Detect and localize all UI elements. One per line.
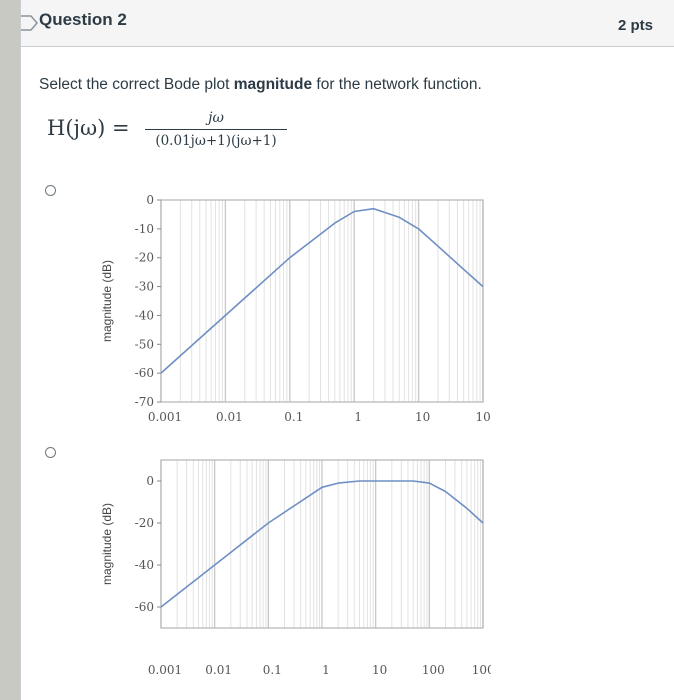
formula-numerator: jω (208, 110, 224, 126)
question-prompt: Select the correct Bode plot magnitude f… (39, 76, 482, 94)
plot-grid (160, 460, 484, 628)
x-tick-label: 0.1 (263, 663, 282, 677)
formula-fraction: jω (0.01jω+1)(jω+1) (145, 108, 287, 151)
magnitude-curve (160, 480, 484, 608)
x-tick-label: 1000 (472, 663, 491, 677)
y-tick-label: 0 (146, 474, 154, 488)
x-tick-label: 0.01 (216, 410, 243, 424)
prompt-bold: magnitude (233, 76, 313, 93)
plot-grid (160, 200, 484, 402)
prompt-text-end: for the network function. (312, 76, 482, 93)
question-points: 2 pts (617, 17, 653, 34)
x-tick-label: 0.001 (148, 663, 182, 677)
x-tick-label: 0.1 (284, 410, 303, 424)
x-tick-label: 1 (322, 663, 330, 677)
y-tick-label: -40 (135, 308, 154, 322)
y-tick-label: -10 (135, 222, 154, 236)
x-tick-label: 0.01 (205, 663, 232, 677)
question-title: Question 2 (39, 10, 127, 29)
prompt-text: Select the correct Bode plot (39, 76, 234, 93)
question-header: Question 2 2 pts (21, 0, 674, 47)
magnitude-curve (160, 207, 484, 374)
x-tick-label: 1 (354, 410, 362, 424)
x-tick-label: 10 (372, 663, 387, 677)
flag-icon[interactable] (21, 14, 45, 32)
y-tick-label: -20 (135, 251, 154, 265)
y-tick-label: -40 (135, 558, 154, 572)
bode-plot-option-2: 0 -20 -40 -60 0.001 0.01 0.1 1 10 100 1000 magnitud… (100, 459, 491, 677)
fraction-bar (145, 129, 287, 130)
formula-denominator: (0.01jω+1)(jω+1) (155, 133, 277, 149)
x-tick-label: 100 (422, 663, 445, 677)
y-tick-label: -20 (135, 516, 154, 530)
answer-radio-2[interactable] (45, 447, 56, 458)
y-tick-label: -30 (135, 280, 154, 294)
x-tick-label: 100 (476, 410, 491, 424)
plot-frame (160, 459, 484, 629)
y-tick-label: -70 (135, 395, 154, 409)
y-tick-label: -60 (135, 366, 154, 380)
y-tick-label: 0 (146, 193, 154, 207)
formula-lhs: H(jω) = (47, 116, 130, 140)
x-tick-label: 0.001 (148, 410, 182, 424)
plot-frame (160, 199, 484, 403)
answer-radio-1[interactable] (45, 185, 56, 196)
y-tick-label: -60 (135, 600, 154, 614)
bode-plot-option-1: 0 -10 -20 -30 -40 -50 -60 -700.001 0.01 0.1 1 10 100… (100, 193, 491, 424)
x-tick-label: 10 (415, 410, 430, 424)
y-tick-label: -50 (135, 337, 154, 351)
y-axis-label: magnitude (dB) (100, 260, 114, 342)
y-axis-label: magnitude (dB) (100, 503, 114, 585)
question-card: Question 2 2 pts Select the correct Bode… (20, 0, 674, 700)
